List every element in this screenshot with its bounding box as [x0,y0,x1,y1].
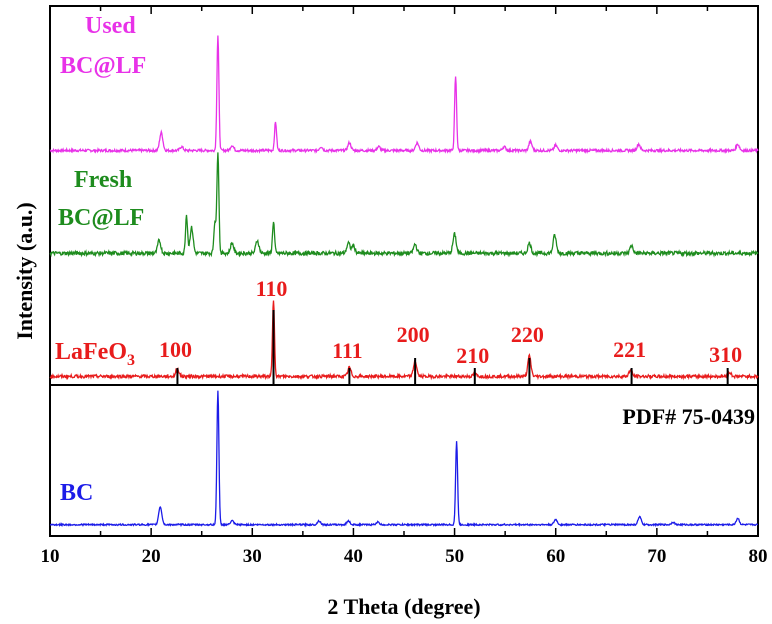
x-tick-label: 30 [243,546,262,567]
series-label-used: Used [85,13,136,39]
series-label-used: BC@LF [60,53,146,79]
series-label-lafeo3-main: LaFeO [55,339,127,365]
x-tick-label: 60 [546,546,565,567]
x-axis-title: 2 Theta (degree) [327,594,480,619]
x-tick-label: 50 [445,546,464,567]
hkl-label: 310 [709,342,742,367]
reference-sticks [176,310,729,385]
x-tick-label: 70 [647,546,666,567]
hkl-labels: 100 110 111 200 210 220 221 310 [159,276,742,368]
series-label-lafeo3-sub: 3 [127,352,135,369]
hkl-label: 111 [332,338,363,363]
series-labels: Used BC@LF Fresh BC@LF LaFeO3 BC [55,13,146,506]
series-line-used-bc-lf [49,35,759,155]
hkl-label: 200 [397,322,430,347]
series-label-bc: BC [60,480,93,506]
series-line-bc [49,390,758,528]
plot-frame [49,5,759,537]
x-axis-ticks [49,6,759,536]
series-group [49,35,759,528]
x-axis-tick-labels: 10 20 30 40 50 60 70 80 [41,546,768,567]
reference-label: PDF# 75-0439 [622,404,755,429]
series-label-fresh: BC@LF [58,205,144,231]
x-tick-label: 80 [749,546,768,567]
x-tick-label: 20 [142,546,161,567]
hkl-label: 220 [511,322,544,347]
x-tick-label: 10 [41,546,60,567]
hkl-label: 221 [613,337,646,362]
hkl-label: 100 [159,337,192,362]
series-line-lafeo3 [49,300,759,381]
hkl-label: 110 [256,276,288,301]
series-line-fresh-bc-lf [49,152,759,258]
x-tick-label: 40 [344,546,363,567]
series-label-fresh: Fresh [74,167,132,193]
y-axis-title: Intensity (a.u.) [12,202,37,340]
hkl-label: 210 [456,343,489,368]
series-label-lafeo3: LaFeO3 [55,339,135,369]
